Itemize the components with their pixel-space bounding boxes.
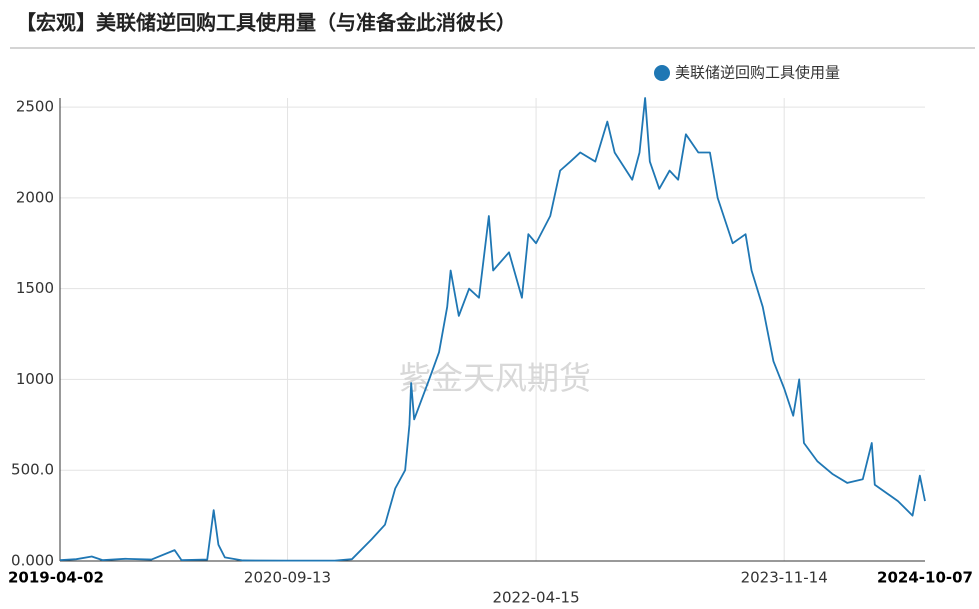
y-tick-label: 1000 [16, 370, 54, 388]
x-tick-label: 2019-04-02 [8, 569, 104, 587]
series-line [59, 97, 926, 562]
legend-marker [654, 65, 670, 81]
y-tick-label: 2000 [16, 188, 54, 206]
y-tick-label: 2500 [16, 98, 54, 116]
chart-title: 【宏观】美联储逆回购工具使用量（与准备金此消彼长） [16, 11, 516, 35]
y-tick-label: 500.0 [11, 461, 54, 479]
x-tick-label: 2020-09-13 [244, 569, 331, 587]
legend-label: 美联储逆回购工具使用量 [675, 64, 840, 82]
y-tick-label: 0.000 [11, 552, 54, 570]
x-tick-label: 2023-11-14 [741, 569, 828, 587]
x-tick-label: 2024-10-07 [877, 569, 973, 587]
watermark: 紫金天风期货 [399, 359, 591, 397]
x-tick-label: 2022-04-15 [492, 589, 579, 607]
y-tick-label: 1500 [16, 279, 54, 297]
